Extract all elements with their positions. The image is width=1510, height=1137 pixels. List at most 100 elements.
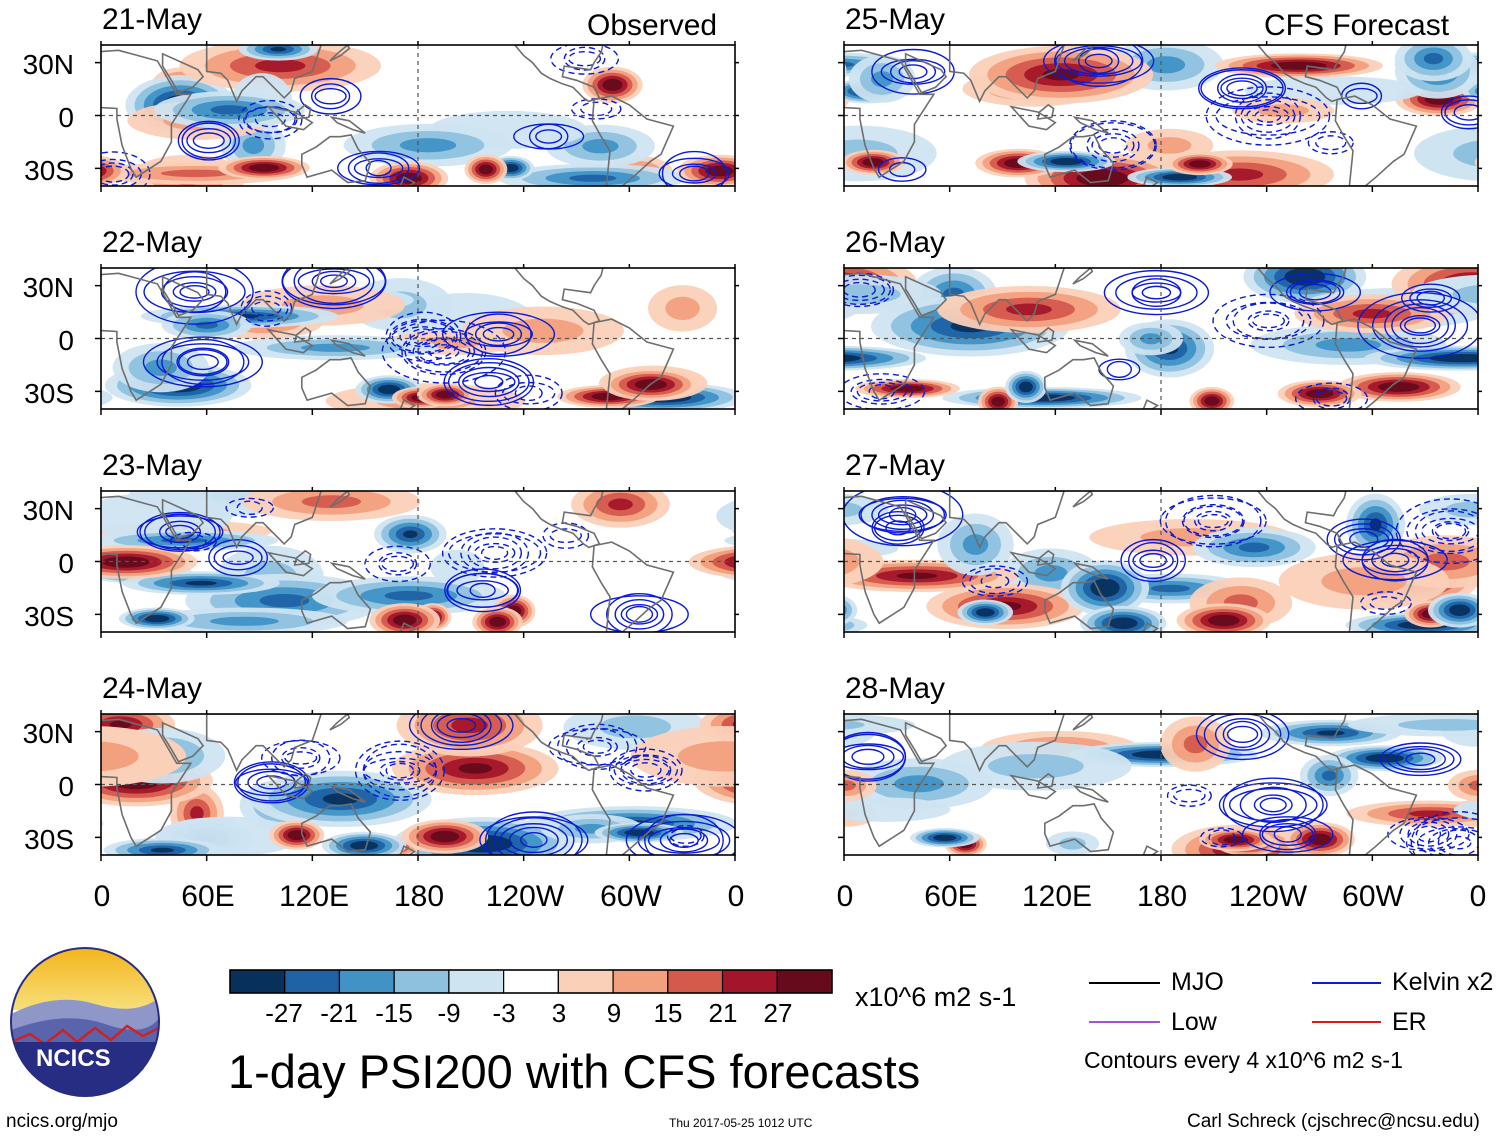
anomaly-shade <box>844 797 951 822</box>
anomaly-shade <box>844 604 847 616</box>
kelvin-contour <box>443 357 535 407</box>
kelvin-contour <box>156 343 250 381</box>
kelvin-contour <box>1405 817 1478 855</box>
coastline <box>101 718 193 848</box>
kelvin-contour <box>1226 80 1258 97</box>
anomaly-shade <box>757 570 801 588</box>
kelvin-contour <box>1379 742 1462 777</box>
kelvin-contour <box>1259 797 1287 813</box>
kelvin-contour <box>222 550 254 565</box>
anomaly-shade <box>1490 566 1510 585</box>
coastline <box>1072 45 1094 62</box>
lon-label-left-60e: 60E <box>181 880 235 913</box>
anomaly-shade <box>896 572 938 580</box>
coastline <box>293 549 312 566</box>
kelvin-contour <box>1070 122 1156 169</box>
kelvin-contour <box>458 366 520 398</box>
kelvin-contour <box>474 322 523 347</box>
anomaly-shade <box>1223 836 1249 844</box>
kelvin-contour <box>1132 549 1174 572</box>
anomaly-shade <box>150 847 175 853</box>
anomaly-shade <box>736 556 784 567</box>
anomaly-shade <box>732 720 735 729</box>
kelvin-contour <box>535 129 563 144</box>
figure-title: 1-day PSI200 with CFS forecasts <box>228 1045 921 1098</box>
kelvin-contour <box>362 743 438 798</box>
anomaly-shade <box>725 556 835 602</box>
anomaly-shade <box>1034 564 1068 582</box>
kelvin-contour <box>1197 513 1229 529</box>
anomaly-shade <box>1486 154 1510 171</box>
kelvin-contour <box>101 151 151 186</box>
coastline <box>205 268 322 327</box>
anomaly-shade <box>392 614 417 626</box>
coastline <box>1072 116 1109 134</box>
anomaly-shade <box>783 90 827 107</box>
anomaly-shade <box>1488 87 1510 95</box>
kelvin-contour <box>1338 528 1390 551</box>
kelvin-contour <box>1384 303 1456 348</box>
colorbar-label-1: -27 <box>265 998 303 1028</box>
coastline <box>161 498 205 540</box>
anomaly-shade <box>844 599 852 621</box>
anomaly-shade <box>737 565 809 580</box>
kelvin-contour <box>1131 278 1182 308</box>
kelvin-contour <box>299 77 362 115</box>
kelvin-contour <box>441 311 556 357</box>
kelvin-contour <box>1115 275 1198 310</box>
kelvin-contour <box>671 163 717 184</box>
map-panel-4 <box>783 41 1510 192</box>
kelvin-contour <box>1414 510 1478 552</box>
contour-note: Contours every 4 x10^6 m2 s-1 <box>1084 1047 1403 1073</box>
coastline <box>844 718 936 848</box>
anomaly-shade <box>1491 156 1510 169</box>
anomaly-shade <box>844 548 860 575</box>
colorbar-label-8: 15 <box>653 998 683 1028</box>
anomaly-shade <box>1018 381 1033 393</box>
lon-label-left-180: 180 <box>393 880 445 913</box>
kelvin-contour <box>1437 829 1478 855</box>
anomaly-shade <box>350 841 379 851</box>
kelvin-contour <box>630 762 662 778</box>
coastline <box>1334 318 1418 409</box>
anomaly-shade <box>270 46 287 52</box>
coastline <box>399 845 417 855</box>
kelvin-contour <box>885 520 911 536</box>
lon-label-right-180: 180 <box>1136 880 1188 913</box>
kelvin-contour <box>192 132 225 149</box>
coastline <box>205 45 322 104</box>
anomaly-shade <box>101 741 139 772</box>
kelvin-contour <box>1128 541 1179 580</box>
anomaly-shade <box>1453 140 1478 167</box>
lon-label-right-360: 0 <box>1469 880 1487 913</box>
lat-label-eq-r2: 0 <box>58 325 74 356</box>
lat-label-eq-r4: 0 <box>58 771 74 802</box>
coastline <box>844 495 936 625</box>
anomaly-shade <box>1452 285 1478 304</box>
colorbar-label-5: -3 <box>492 998 516 1028</box>
kelvin-contour <box>1212 293 1325 349</box>
anomaly-shade <box>894 775 944 793</box>
coastline <box>1036 326 1055 343</box>
coastline <box>904 498 948 540</box>
lat-label-30s-r3: 30S <box>24 601 74 632</box>
kelvin-contour <box>444 568 522 613</box>
anomaly-shade <box>789 545 843 552</box>
kelvin-contour <box>447 361 530 403</box>
kelvin-contour <box>1386 745 1455 773</box>
coastline <box>101 272 193 402</box>
colorbar-segment <box>503 969 559 994</box>
coastline <box>101 49 193 179</box>
anomaly-shade <box>144 359 177 376</box>
colorbar-unit: x10^6 m2 s-1 <box>855 982 1017 1012</box>
kelvin-contour <box>1208 829 1236 846</box>
kelvin-contour <box>580 101 613 117</box>
kelvin-contour <box>860 496 946 534</box>
coastline <box>904 721 948 763</box>
legend-label-er: ER <box>1392 1008 1427 1036</box>
kelvin-contour <box>565 728 629 766</box>
anomaly-shade <box>71 166 99 177</box>
footer-link[interactable]: ncics.org/mjo <box>6 1111 118 1132</box>
kelvin-contour <box>179 284 210 299</box>
kelvin-contour <box>1259 818 1317 851</box>
